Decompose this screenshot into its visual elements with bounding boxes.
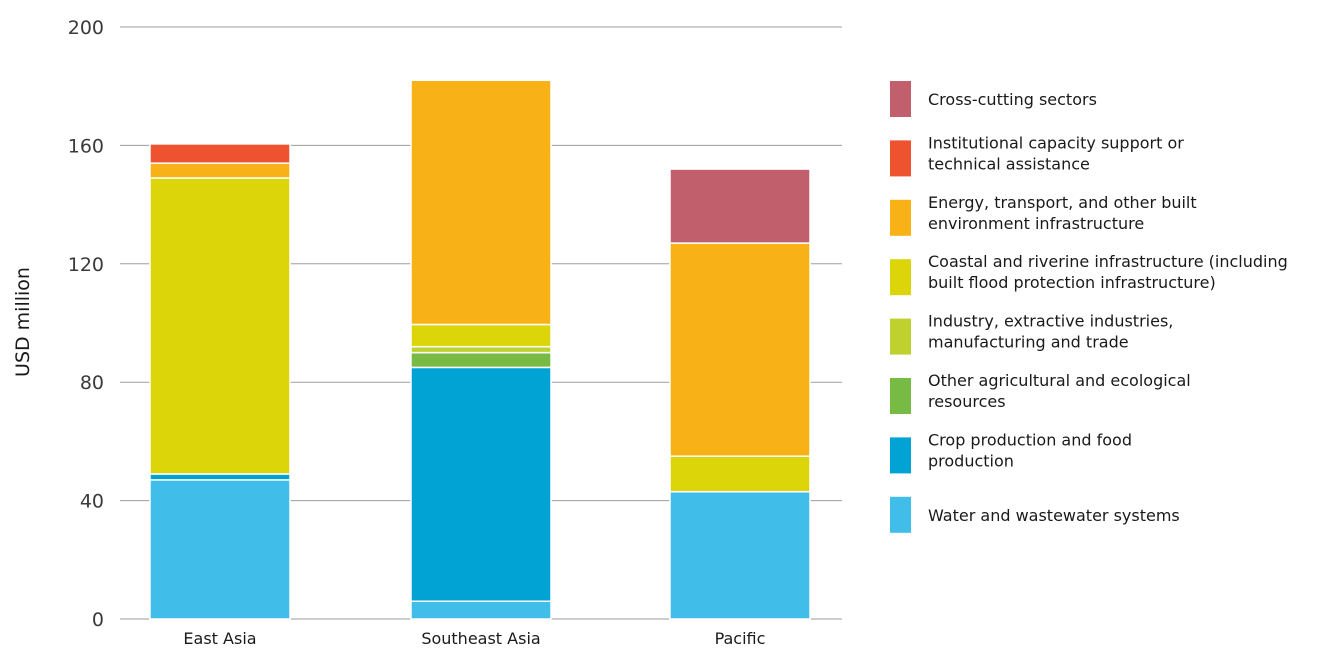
y-tick-label: 0 <box>92 609 104 631</box>
bar-segment <box>149 479 291 620</box>
y-tick-label: 160 <box>68 135 104 157</box>
legend-label: manufacturing and trade <box>928 333 1129 352</box>
legend-label: resources <box>928 392 1006 411</box>
legend-item: Crop production and food production <box>890 430 1132 474</box>
bar-segment <box>149 143 291 164</box>
x-tick-label: Southeast Asia <box>421 629 540 648</box>
bar-segment <box>410 366 552 602</box>
y-axis-ticks: 0 40 80 120 160 200 <box>68 17 104 631</box>
legend-label: Institutional capacity support or <box>928 133 1184 152</box>
legend-label: built flood protection infrastructure) <box>928 273 1216 292</box>
bar-segment <box>410 600 552 620</box>
legend-label: Water and wastewater systems <box>928 506 1180 525</box>
legend: Cross-cutting sectors Institutional capac… <box>890 81 1288 533</box>
legend-item: Water and wastewater systems <box>890 496 1180 533</box>
bar-segment <box>410 79 552 326</box>
legend-label: Coastal and riverine infrastructure (inc… <box>928 252 1288 271</box>
bar-segment <box>149 473 291 481</box>
legend-label: Industry, extractive industries, <box>928 312 1173 331</box>
legend-swatch <box>890 259 911 296</box>
y-tick-label: 200 <box>68 17 104 39</box>
legend-label: production <box>928 451 1014 470</box>
legend-item: Industry, extractive industries, manufact… <box>890 312 1173 355</box>
legend-label: technical assistance <box>928 154 1090 173</box>
bar-segment <box>410 345 552 354</box>
y-axis-label: USD million <box>12 267 34 377</box>
legend-swatch <box>890 140 911 177</box>
bar-segment <box>410 351 552 369</box>
bar-segment <box>669 242 811 457</box>
legend-item: Coastal and riverine infrastructure (inc… <box>890 252 1288 296</box>
y-tick-label: 40 <box>80 491 104 513</box>
bar-segment <box>410 323 552 348</box>
legend-swatch <box>890 378 911 414</box>
bar-segment <box>669 490 811 620</box>
legend-swatch <box>890 437 911 474</box>
legend-label: Energy, transport, and other built <box>928 193 1197 212</box>
legend-item: Institutional capacity support or technic… <box>890 133 1184 177</box>
legend-swatch <box>890 496 911 533</box>
legend-item: Energy, transport, and other built enviro… <box>890 193 1197 236</box>
legend-label: Other agricultural and ecological <box>928 371 1191 390</box>
legend-item: Other agricultural and ecological resourc… <box>890 371 1191 414</box>
bar-segment <box>149 177 291 475</box>
y-tick-label: 120 <box>68 254 104 276</box>
bar-segment <box>669 168 811 244</box>
legend-swatch <box>890 318 911 355</box>
y-tick-label: 80 <box>80 372 104 394</box>
legend-label: environment infrastructure <box>928 214 1144 233</box>
x-tick-label: Pacific <box>715 629 766 648</box>
legend-label: Cross-cutting sectors <box>928 90 1097 109</box>
legend-label: Crop production and food <box>928 430 1132 449</box>
bar-segment <box>669 455 811 493</box>
legend-swatch <box>890 199 911 236</box>
x-tick-label: East Asia <box>183 629 256 648</box>
bar-segment <box>149 162 291 179</box>
legend-swatch <box>890 81 911 117</box>
bars <box>149 79 811 620</box>
x-axis-labels: East Asia Southeast Asia Pacific <box>183 629 765 648</box>
legend-item: Cross-cutting sectors <box>890 81 1097 117</box>
